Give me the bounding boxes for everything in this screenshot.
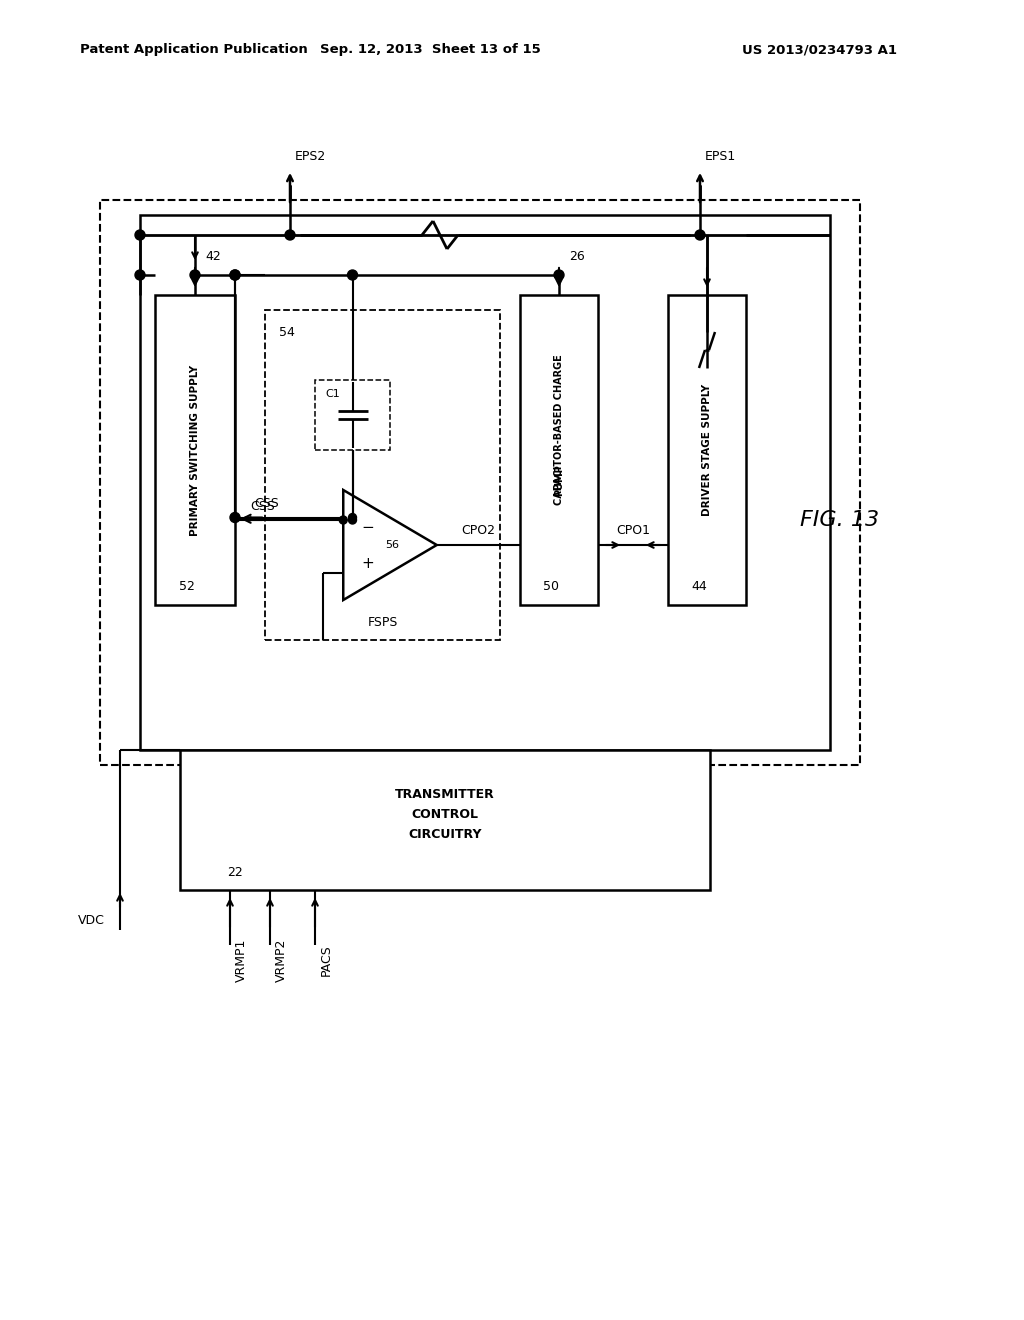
Text: PACS: PACS: [319, 944, 333, 975]
Text: CPO1: CPO1: [616, 524, 650, 537]
Circle shape: [348, 513, 356, 521]
Text: 44: 44: [691, 581, 707, 594]
Text: PRIMARY SWITCHING SUPPLY: PRIMARY SWITCHING SUPPLY: [190, 364, 200, 536]
Bar: [180, 750, 710, 890]
Text: VRMP2: VRMP2: [275, 939, 288, 982]
Bar: [140, 215, 830, 750]
Text: 42: 42: [205, 251, 221, 264]
Text: C1: C1: [326, 389, 340, 399]
Text: FIG. 13: FIG. 13: [801, 510, 880, 531]
Text: CSS: CSS: [251, 499, 275, 512]
Text: 50: 50: [543, 581, 559, 594]
Circle shape: [347, 271, 357, 280]
Circle shape: [230, 271, 240, 280]
Text: CSS: CSS: [255, 498, 280, 510]
Circle shape: [135, 230, 145, 240]
Circle shape: [554, 271, 564, 280]
Text: EPS2: EPS2: [295, 150, 327, 164]
Text: CPO2: CPO2: [462, 524, 496, 537]
Bar: [155, 294, 234, 605]
Bar: [265, 310, 500, 640]
Circle shape: [285, 230, 295, 240]
Text: +: +: [361, 556, 375, 570]
Circle shape: [230, 512, 240, 523]
Circle shape: [339, 516, 347, 524]
Text: 52: 52: [179, 581, 195, 594]
Text: Sep. 12, 2013  Sheet 13 of 15: Sep. 12, 2013 Sheet 13 of 15: [319, 44, 541, 57]
Text: CIRCUITRY: CIRCUITRY: [409, 829, 481, 842]
Text: 54: 54: [280, 326, 295, 338]
Text: DRIVER STAGE SUPPLY: DRIVER STAGE SUPPLY: [702, 384, 712, 516]
Text: FSPS: FSPS: [368, 615, 397, 628]
Circle shape: [695, 230, 705, 240]
Text: TRANSMITTER: TRANSMITTER: [395, 788, 495, 801]
Text: EPS1: EPS1: [705, 150, 736, 164]
Circle shape: [230, 271, 240, 280]
Text: PUMP: PUMP: [554, 465, 564, 496]
Circle shape: [135, 271, 145, 280]
Bar: [520, 294, 598, 605]
Bar: [315, 380, 390, 450]
Text: VDC: VDC: [78, 913, 105, 927]
Bar: [100, 201, 860, 766]
Text: US 2013/0234793 A1: US 2013/0234793 A1: [742, 44, 897, 57]
Circle shape: [348, 516, 356, 524]
Bar: [668, 294, 746, 605]
Text: 26: 26: [569, 251, 585, 264]
Text: Patent Application Publication: Patent Application Publication: [80, 44, 308, 57]
Text: VRMP1: VRMP1: [234, 939, 248, 982]
Text: 56: 56: [385, 540, 399, 550]
Text: CAPACITOR-BASED CHARGE: CAPACITOR-BASED CHARGE: [554, 355, 564, 506]
Circle shape: [190, 271, 200, 280]
Text: 22: 22: [227, 866, 243, 879]
Text: CONTROL: CONTROL: [412, 808, 478, 821]
Text: −: −: [361, 520, 375, 535]
